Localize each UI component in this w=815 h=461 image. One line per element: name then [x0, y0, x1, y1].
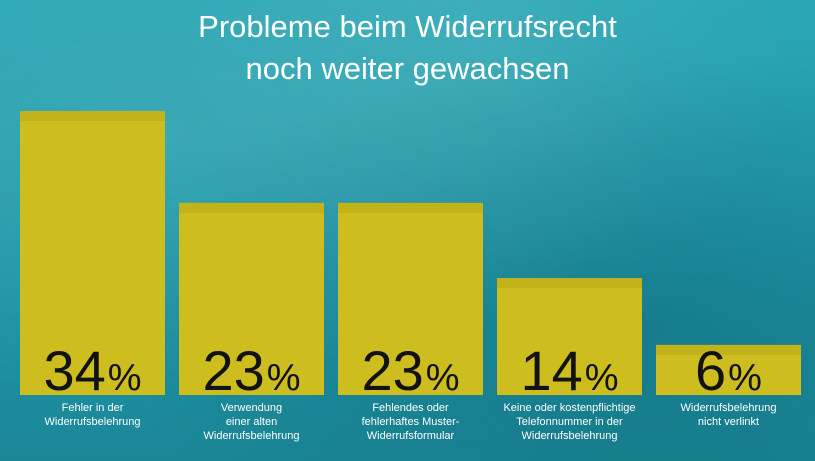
bar-top-shade: [179, 202, 324, 213]
category-label-line: Telefonnummer in der: [516, 416, 623, 428]
chart-title: Probleme beim Widerrufsrecht noch weiter…: [0, 6, 815, 90]
category-label-line: Widerrufsbelehrung: [681, 402, 777, 414]
category-label-line: Keine oder kostenpflichtige: [503, 402, 635, 414]
bar-value-percent: %: [267, 357, 301, 399]
bar-value-number: 34: [43, 339, 105, 402]
bar: [179, 202, 324, 395]
bar-top-shade: [20, 111, 165, 121]
bar-value-number: 14: [520, 339, 582, 402]
category-label-line: einer alten: [226, 416, 277, 428]
bar-top-shade: [338, 202, 483, 213]
bar-value-label: 34%: [43, 339, 141, 402]
category-label-line: Widerrufsformular: [367, 430, 455, 442]
bar: [20, 111, 165, 395]
bar-value-percent: %: [426, 357, 460, 399]
bar: [656, 344, 801, 395]
bar-value-percent: %: [728, 357, 762, 399]
bar-value-percent: %: [108, 357, 142, 399]
category-label-line: Fehlendes oder: [372, 402, 449, 414]
bar-value-number: 23: [361, 339, 423, 402]
bar-value-number: 23: [202, 339, 264, 402]
bar: [338, 202, 483, 395]
chart-title-line-1: Probleme beim Widerrufsrecht: [198, 9, 617, 44]
category-label-line: Widerrufsbelehrung: [522, 430, 618, 442]
bar-top-shade: [656, 344, 801, 355]
category-label-line: Fehler in der: [62, 402, 124, 414]
bar-group: 14%Keine oder kostenpflichtigeTelefonnum…: [497, 278, 642, 442]
bar-value-label: 23%: [202, 339, 300, 402]
bar-value-percent: %: [585, 357, 619, 399]
bar-value-label: 23%: [361, 339, 459, 402]
category-label-line: fehlerhaftes Muster-: [362, 416, 460, 428]
bar-value-label: 14%: [520, 339, 618, 402]
category-label-line: Widerrufsbelehrung: [45, 416, 141, 428]
bar: [497, 278, 642, 395]
category-label-line: nicht verlinkt: [698, 416, 759, 428]
category-label-line: Verwendung: [221, 402, 282, 414]
bar-value-number: 6: [695, 339, 726, 402]
chart-title-line-2: noch weiter gewachsen: [245, 51, 570, 86]
category-label-line: Widerrufsbelehrung: [204, 430, 300, 442]
bar-top-shade: [497, 278, 642, 289]
bar-value-label: 6%: [695, 339, 762, 402]
